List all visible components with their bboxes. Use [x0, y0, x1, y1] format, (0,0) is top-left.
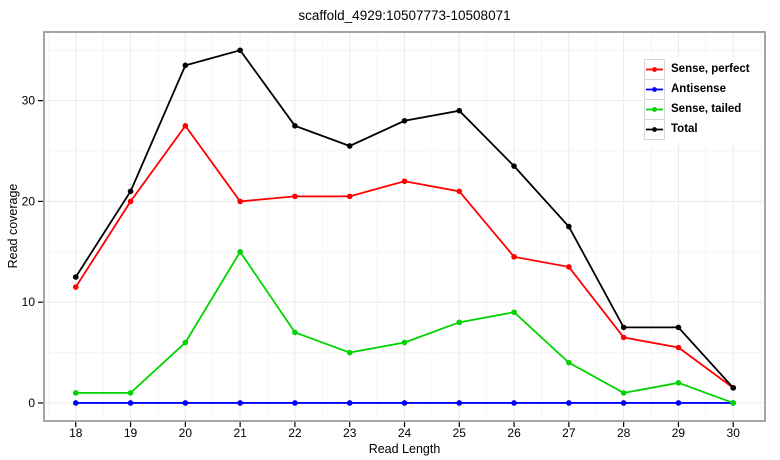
series-point-total [730, 385, 737, 391]
x-tick-label: 19 [124, 426, 138, 440]
series-point-antisense [72, 400, 79, 406]
legend-label: Sense, perfect [671, 63, 750, 75]
series-point-sense-perfect [292, 193, 298, 200]
series-point-sense-tailed [127, 390, 134, 396]
legend-label: Sense, tailed [671, 103, 742, 115]
series-point-total [292, 123, 298, 129]
legend-item-sense-tailed: Sense, tailed [644, 99, 764, 120]
legend-label: Antisense [671, 83, 726, 95]
x-tick-label: 26 [507, 426, 521, 440]
series-point-sense-tailed [346, 349, 353, 356]
legend-line-dot-icon [646, 107, 663, 112]
series-point-total [346, 143, 353, 149]
chart-title: scaffold_4929:10507773-10508071 [298, 8, 511, 23]
series-point-sense-perfect [346, 193, 353, 200]
x-tick-label: 30 [727, 426, 741, 440]
legend: Sense, perfect Antisense Sense, tailed Tota… [642, 57, 764, 142]
series-point-antisense [566, 400, 572, 406]
series-point-sense-tailed [72, 390, 79, 396]
y-tick-label: 10 [22, 295, 36, 309]
legend-key-swatch [644, 79, 665, 100]
series-point-total [620, 324, 627, 331]
series-point-sense-perfect [182, 123, 189, 129]
series-point-sense-perfect [566, 264, 572, 270]
legend-key-swatch [644, 99, 665, 120]
series-point-sense-perfect [127, 198, 134, 205]
x-tick-label: 27 [562, 426, 576, 440]
series-point-total [127, 188, 134, 195]
legend-item-antisense: Antisense [644, 79, 764, 100]
series-point-sense-perfect [456, 188, 463, 195]
legend-line-dot-icon [646, 127, 663, 132]
x-tick-label: 21 [233, 426, 247, 440]
x-tick-label: 23 [343, 426, 357, 440]
y-tick-label: 0 [28, 396, 35, 410]
legend-key-swatch [644, 59, 665, 80]
series-point-sense-perfect [511, 254, 517, 260]
legend-line-dot-icon [646, 67, 663, 72]
legend-line-dot-icon [646, 87, 663, 92]
series-point-sense-tailed [237, 248, 243, 255]
y-axis-label: Read coverage [6, 183, 20, 269]
x-tick-label: 25 [453, 426, 467, 440]
series-point-antisense [127, 400, 134, 406]
series-point-antisense [346, 400, 353, 406]
series-point-total [401, 117, 408, 124]
series-point-total [511, 163, 517, 169]
series-point-antisense [182, 400, 189, 406]
series-point-total [456, 107, 463, 114]
series-point-sense-tailed [511, 309, 517, 316]
series-point-sense-perfect [401, 178, 408, 185]
legend-key-swatch [644, 119, 665, 140]
series-point-antisense [237, 400, 243, 406]
series-point-sense-perfect [620, 334, 627, 341]
plot-frame [43, 31, 766, 422]
series-point-total [72, 274, 79, 280]
series-point-total [182, 62, 189, 69]
series-point-antisense [620, 400, 627, 406]
series-point-antisense [675, 400, 682, 406]
x-axis-label: Read Length [368, 442, 441, 456]
series-point-sense-tailed [182, 339, 189, 346]
series-point-sense-perfect [72, 284, 79, 290]
legend-label: Total [671, 123, 698, 135]
series-point-sense-tailed [401, 339, 408, 346]
series-point-total [675, 324, 682, 331]
series-point-antisense [292, 400, 298, 406]
legend-item-total: Total [644, 119, 764, 140]
series-point-sense-tailed [620, 390, 627, 396]
x-tick-label: 29 [672, 426, 686, 440]
series-point-sense-tailed [730, 400, 737, 406]
y-tick-label: 20 [22, 194, 36, 208]
series-point-sense-perfect [237, 198, 243, 205]
x-tick-label: 22 [288, 426, 302, 440]
series-point-sense-tailed [456, 319, 463, 326]
series-point-sense-tailed [566, 359, 572, 366]
x-tick-label: 20 [179, 426, 193, 440]
legend-item-sense-perfect: Sense, perfect [644, 59, 764, 80]
series-point-total [566, 223, 572, 230]
y-tick-label: 30 [22, 94, 36, 108]
x-tick-label: 24 [398, 426, 412, 440]
series-point-antisense [401, 400, 408, 406]
series-point-antisense [456, 400, 463, 406]
x-tick-label: 28 [617, 426, 631, 440]
series-point-sense-perfect [675, 344, 682, 351]
x-tick-label: 18 [69, 426, 83, 440]
series-point-sense-tailed [675, 380, 682, 386]
series-point-total [237, 47, 243, 54]
series-point-antisense [511, 400, 517, 406]
series-point-sense-tailed [292, 329, 298, 336]
